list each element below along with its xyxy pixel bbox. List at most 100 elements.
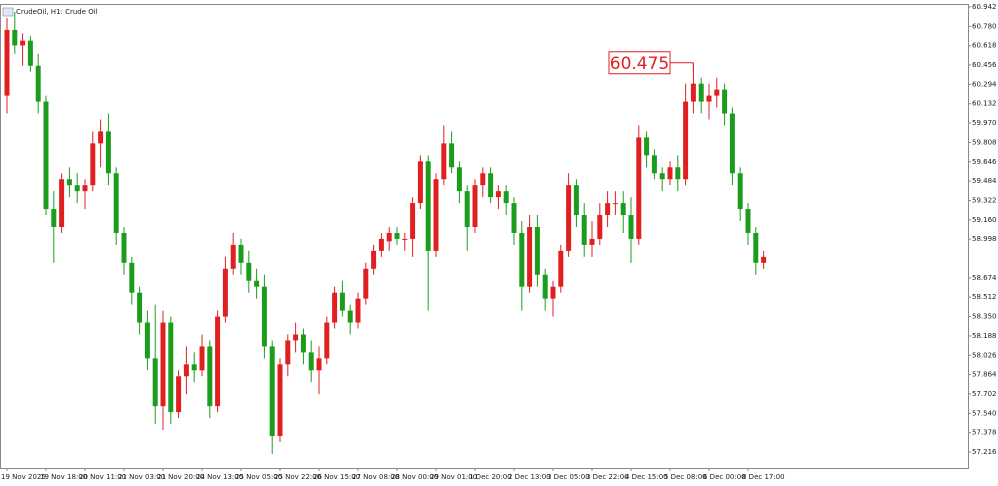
- candle-body: [98, 131, 104, 144]
- x-tick-label: 29 Nov 01:00: [430, 473, 477, 481]
- candle-body: [425, 161, 431, 251]
- candle-body: [378, 238, 384, 251]
- y-tick-label: 57.702: [972, 390, 997, 398]
- candle-body: [464, 191, 470, 227]
- candle-body: [90, 143, 96, 186]
- y-tick-label: 60.132: [972, 100, 997, 108]
- candle-body: [589, 238, 595, 245]
- candle-body: [659, 173, 665, 180]
- candle-body: [35, 65, 41, 102]
- x-tick-label: 20 Nov 11:00: [79, 473, 126, 481]
- x-tick-label: 5 Dec 08:00: [664, 473, 707, 481]
- x-tick-label: 27 Nov 08:00: [352, 473, 399, 481]
- candle-body: [339, 292, 345, 311]
- y-tick-label: 60.294: [972, 80, 997, 88]
- candle-body: [667, 167, 673, 180]
- x-tick-label: 3 Dec 22:00: [586, 473, 629, 481]
- candle-body: [74, 185, 80, 192]
- candle-body: [737, 173, 743, 210]
- x-tick-label: 19 Nov 18:00: [40, 473, 87, 481]
- x-tick-label: 2 Dec 13:00: [508, 473, 551, 481]
- candle-body: [20, 40, 26, 46]
- y-tick-label: 58.188: [972, 332, 997, 340]
- candle-body: [66, 179, 72, 186]
- candle-body: [168, 322, 174, 413]
- candle-body: [152, 358, 158, 407]
- candle-body: [12, 29, 18, 46]
- candle-body: [480, 173, 486, 186]
- candle-body: [597, 215, 603, 239]
- candle-body: [183, 364, 189, 377]
- x-tick-label: 25 Nov 22:00: [274, 473, 321, 481]
- candle-body: [433, 179, 439, 251]
- x-tick-label: 24 Nov 13:00: [196, 473, 243, 481]
- y-tick-label: 58.998: [972, 235, 997, 243]
- x-tick-label: 21 Nov 20:00: [157, 473, 204, 481]
- candle-body: [722, 89, 728, 114]
- candle-body: [199, 346, 205, 371]
- candle-body: [215, 316, 221, 407]
- candle-body: [729, 113, 735, 174]
- candle-body: [573, 185, 579, 216]
- marker-box: [608, 51, 671, 75]
- candle-body: [714, 89, 720, 96]
- candle-body: [511, 203, 517, 233]
- y-tick-label: 58.350: [972, 313, 997, 321]
- candle-body: [690, 83, 696, 102]
- y-tick-label: 57.540: [972, 409, 997, 417]
- candle-body: [269, 346, 275, 436]
- candle-body: [59, 179, 65, 227]
- marker-label: 60.475: [610, 54, 669, 74]
- candle-body: [449, 143, 455, 168]
- candle-body: [628, 215, 634, 239]
- y-tick-label: 57.378: [972, 429, 997, 437]
- candle-body: [519, 232, 525, 287]
- x-tick-label: 1 Dec 20:00: [469, 473, 512, 481]
- candle-body: [410, 203, 416, 239]
- candle-body: [27, 40, 33, 66]
- candle-body: [207, 346, 213, 407]
- candle-body: [300, 334, 306, 353]
- candle-body: [402, 238, 408, 240]
- candle-body: [644, 137, 650, 156]
- x-tick-label: 8 Dec 17:00: [742, 473, 785, 481]
- candle-body: [308, 352, 314, 371]
- candle-body: [394, 232, 400, 239]
- y-tick-label: 60.456: [972, 61, 997, 69]
- candle-body: [753, 232, 759, 263]
- candle-body: [683, 101, 689, 180]
- candle-body: [254, 280, 260, 287]
- candle-body: [417, 161, 423, 204]
- candle-body: [558, 250, 564, 287]
- candle-body: [363, 268, 369, 299]
- candle-body: [456, 167, 462, 192]
- candle-body: [4, 29, 10, 96]
- candle-body: [105, 131, 111, 174]
- candle-body: [371, 250, 377, 269]
- candle-body: [581, 215, 587, 245]
- candle-body: [441, 143, 447, 180]
- symbol-icon: [2, 7, 14, 17]
- x-tick-label: 28 Nov 00:00: [391, 473, 438, 481]
- x-tick-label: 6 Dec 00:00: [703, 473, 746, 481]
- candle-body: [620, 203, 626, 216]
- x-tick-label: 25 Nov 05:00: [235, 473, 282, 481]
- y-tick-label: 59.808: [972, 138, 997, 146]
- x-tick-label: 19 Nov 2025: [1, 473, 46, 481]
- candle-body: [566, 185, 572, 251]
- candle-body: [293, 334, 299, 341]
- candle-body: [222, 268, 228, 317]
- candle-body: [386, 232, 392, 242]
- candle-body: [261, 286, 267, 347]
- candle-body: [527, 226, 533, 287]
- candle-body: [503, 191, 509, 204]
- chart-title: CrudeOil, H1: Crude Oil: [16, 8, 98, 16]
- candle-body: [277, 364, 283, 436]
- y-tick-label: 60.942: [972, 3, 997, 11]
- candle-body: [495, 191, 501, 198]
- candle-body: [82, 185, 88, 192]
- candle-body: [472, 185, 478, 227]
- candle-body: [347, 310, 353, 323]
- candle-body: [332, 292, 338, 323]
- y-tick-label: 57.864: [972, 371, 997, 379]
